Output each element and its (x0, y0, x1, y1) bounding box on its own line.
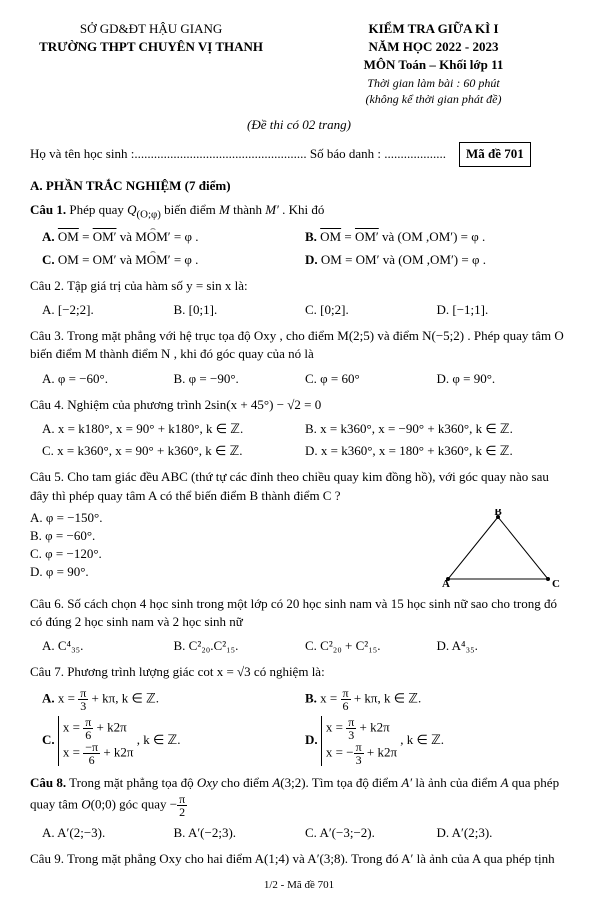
student-name-label: Họ và tên học sinh :....................… (30, 146, 307, 161)
exam-pages-note: (Đề thi có 02 trang) (30, 116, 568, 134)
student-id-label: Số báo danh : ................... (310, 146, 446, 161)
dept-text: SỞ GD&ĐT HẬU GIANG (30, 20, 272, 38)
question-6: Câu 6. Số cách chọn 4 học sinh trong một… (30, 595, 568, 631)
q3-opt-b: B. φ = −90°. (174, 368, 306, 390)
section-a-title: A. PHẦN TRẮC NGHIỆM (7 điểm) (30, 177, 568, 195)
q2-opt-b: B. [0;1]. (174, 299, 306, 321)
exam-time2: (không kể thời gian phát đề) (299, 91, 568, 108)
question-1: Câu 1. Phép quay Q(O;φ) biến điểm M thàn… (30, 201, 568, 223)
q7-opt-a: A. x = π3 + kπ, k ∈ ℤ. (42, 685, 305, 714)
q8-opt-c: C. A′(−3;−2). (305, 822, 437, 844)
question-9: Câu 9. Trong mặt phẳng Oxy cho hai điểm … (30, 850, 568, 868)
q1-opt-d: D. OM = OM′ và (OM ,OM′) = φ . (305, 249, 568, 271)
q8-opt-b: B. A′(−2;3). (174, 822, 306, 844)
q1-opt-a: A. OM = OM′ và ⌢MOM′ = φ . (42, 226, 305, 248)
q6-opt-d: D. A⁴₃₅. (437, 635, 569, 657)
q7-opt-d: D. x = π3 + k2πx = −π3 + k2π , k ∈ ℤ. (305, 714, 568, 768)
exam-time: Thời gian làm bài : 60 phút (299, 75, 568, 92)
q5-opt-d: D. φ = 90°. (30, 563, 408, 581)
q8-opt-d: D. A′(2;3). (437, 822, 569, 844)
q1-opt-b: B. OM = OM′ và (OM ,OM′) = φ . (305, 226, 568, 248)
question-8: Câu 8. Trong mặt phẳng tọa độ Oxy cho đi… (30, 774, 568, 817)
q5-opt-c: C. φ = −120°. (30, 545, 408, 563)
triangle-label-b: B (494, 509, 502, 518)
q8-opt-a: A. A′(2;−3). (42, 822, 174, 844)
question-3: Câu 3. Trong mặt phẳng với hệ trục tọa đ… (30, 327, 568, 363)
question-4: Câu 4. Nghiệm của phương trình 2sin(x + … (30, 396, 568, 414)
q2-opt-c: C. [0;2]. (305, 299, 437, 321)
q2-opt-d: D. [−1;1]. (437, 299, 569, 321)
q3-opt-c: C. φ = 60° (305, 368, 437, 390)
q2-opt-a: A. [−2;2]. (42, 299, 174, 321)
triangle-label-a: A (442, 578, 450, 589)
exam-title3: MÔN Toán – Khối lớp 11 (299, 56, 568, 74)
question-2: Câu 2. Tập giá trị của hàm số y = sin x … (30, 277, 568, 295)
q6-opt-a: A. C⁴₃₅. (42, 635, 174, 657)
q7-opt-c: C. x = π6 + k2πx = −π6 + k2π , k ∈ ℤ. (42, 714, 305, 768)
page-footer: 1/2 - Mã đề 701 (30, 878, 568, 893)
q5-opt-b: B. φ = −60°. (30, 527, 408, 545)
triangle-label-c: C (552, 578, 560, 589)
exam-title2: NĂM HỌC 2022 - 2023 (299, 38, 568, 56)
q3-opt-a: A. φ = −60°. (42, 368, 174, 390)
q4-opt-b: B. x = k360°, x = −90° + k360°, k ∈ ℤ. (305, 418, 568, 440)
q6-opt-c: C. C²₂₀ + C²₁₅. (305, 635, 437, 657)
q1-opt-c: C. OM = OM′ và ⌢MOM′ = φ . (42, 249, 305, 271)
q3-opt-d: D. φ = 90°. (437, 368, 569, 390)
exam-title1: KIỂM TRA GIỮA KÌ I (299, 20, 568, 38)
q6-opt-b: B. C²₂₀.C²₁₅. (174, 635, 306, 657)
question-5: Câu 5. Cho tam giác đều ABC (thứ tự các … (30, 468, 568, 504)
q4-opt-d: D. x = k360°, x = 180° + k360°, k ∈ ℤ. (305, 440, 568, 462)
q4-opt-a: A. x = k180°, x = 90° + k180°, k ∈ ℤ. (42, 418, 305, 440)
school-text: TRƯỜNG THPT CHUYÊN VỊ THANH (30, 38, 272, 56)
q7-opt-b: B. x = π6 + kπ, k ∈ ℤ. (305, 685, 568, 714)
triangle-figure: B A C (428, 509, 568, 589)
q5-opt-a: A. φ = −150°. (30, 509, 408, 527)
exam-code-box: Mã đề 701 (459, 142, 531, 166)
q4-opt-c: C. x = k360°, x = 90° + k360°, k ∈ ℤ. (42, 440, 305, 462)
question-7: Câu 7. Phương trình lượng giác cot x = √… (30, 663, 568, 681)
